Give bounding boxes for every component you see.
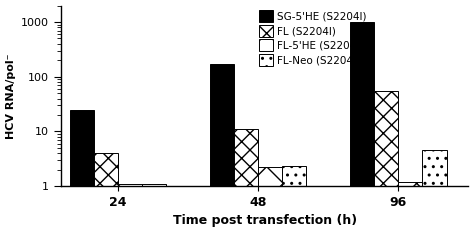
Y-axis label: HCV RNA/pol⁻: HCV RNA/pol⁻	[6, 53, 16, 139]
Bar	[142, 184, 166, 233]
Bar	[118, 184, 142, 233]
Bar	[234, 129, 258, 233]
Bar	[70, 110, 94, 233]
Bar	[422, 151, 447, 233]
Legend: SG-5'HE (S2204I), FL (S2204I), FL-5'HE (S2204I), FL-Neo (S2204I): SG-5'HE (S2204I), FL (S2204I), FL-5'HE (…	[258, 9, 368, 67]
Bar	[94, 153, 118, 233]
Bar	[398, 182, 422, 233]
Bar	[282, 166, 306, 233]
Bar	[374, 91, 398, 233]
Bar	[210, 64, 234, 233]
Bar	[258, 168, 282, 233]
Bar	[350, 22, 374, 233]
X-axis label: Time post transfection (h): Time post transfection (h)	[173, 214, 357, 227]
